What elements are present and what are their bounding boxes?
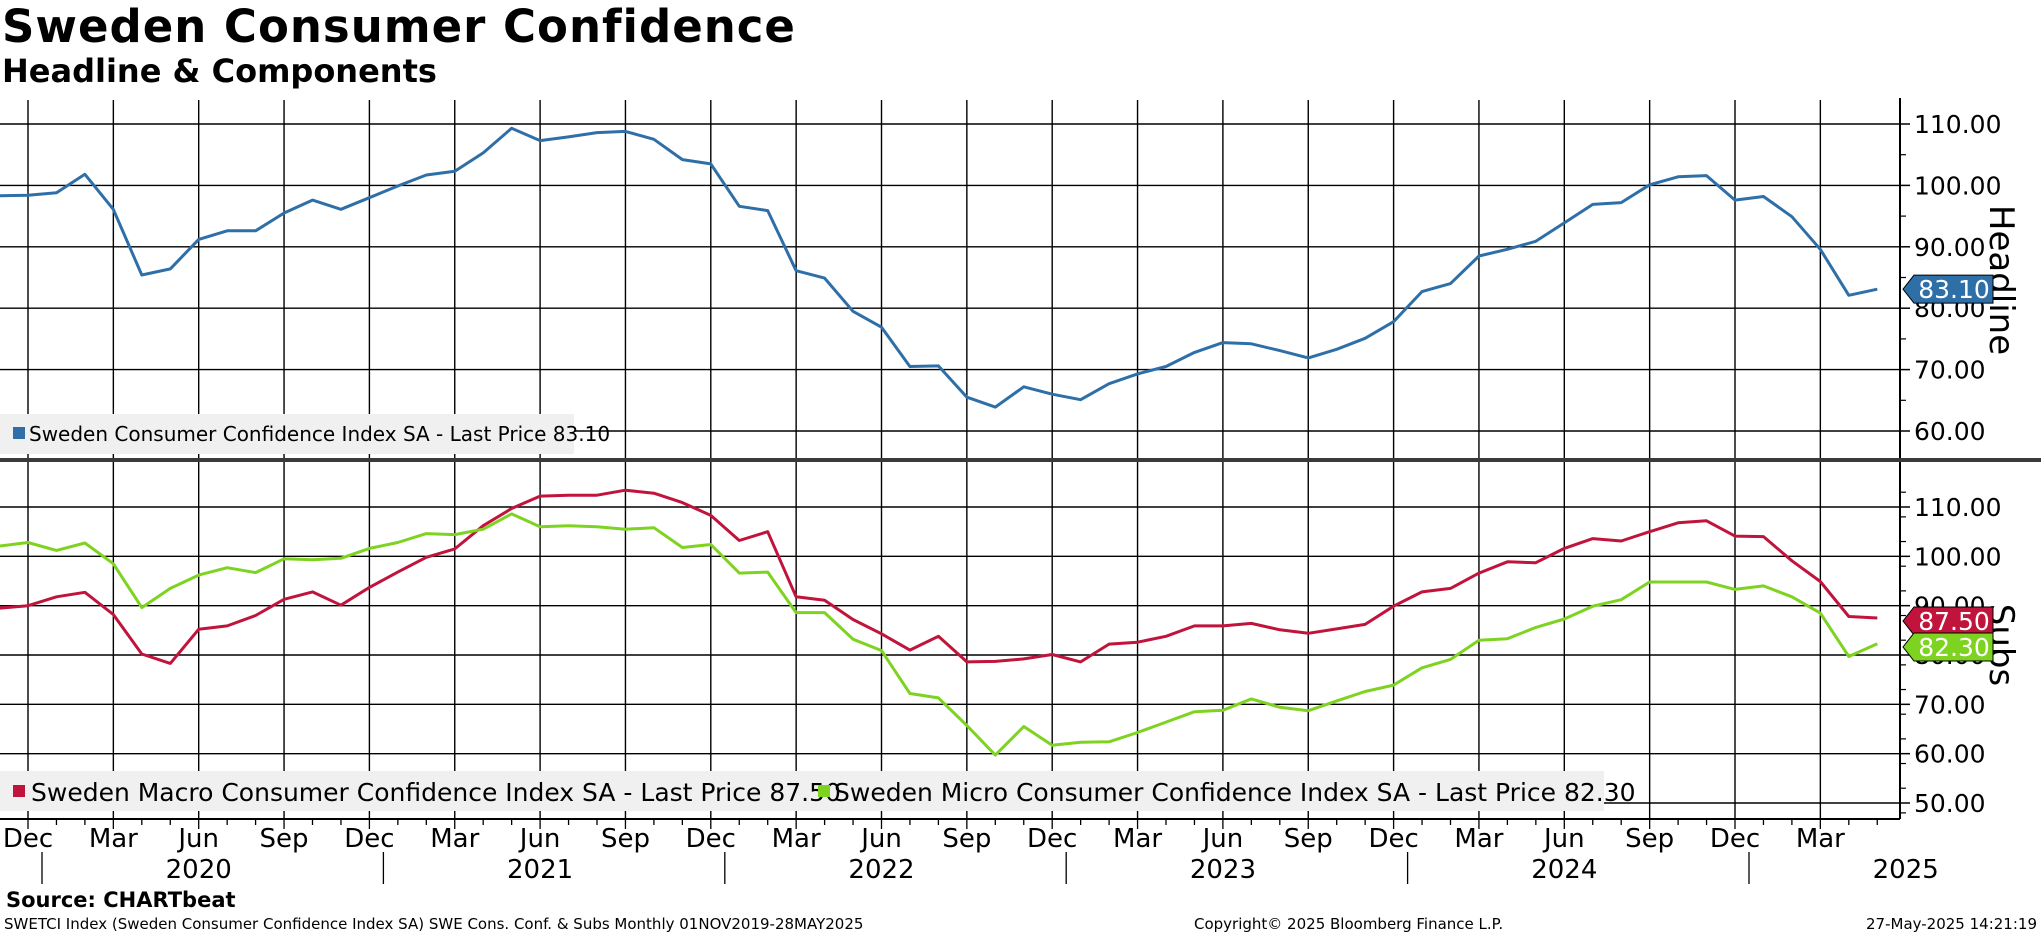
x-month-label: Sep bbox=[1625, 824, 1674, 854]
x-year-label: 2024 bbox=[1531, 855, 1597, 885]
last-price-flag: 82.30 bbox=[1902, 632, 1994, 662]
flag-shape bbox=[1902, 274, 1994, 304]
legend-label: Sweden Consumer Confidence Index SA - La… bbox=[29, 422, 610, 446]
flag-label: 83.10 bbox=[1918, 275, 1990, 304]
y-tick-label: 60.00 bbox=[1914, 417, 1986, 446]
footer-description: SWETCI Index (Sweden Consumer Confidence… bbox=[4, 915, 864, 933]
legend-background bbox=[0, 771, 1604, 811]
x-month-label: Jun bbox=[859, 824, 902, 854]
x-month-label: Jun bbox=[518, 824, 561, 854]
x-month-label: Dec bbox=[1368, 824, 1418, 854]
x-month-label: Mar bbox=[772, 824, 821, 854]
footer-timestamp: 27-May-2025 14:21:19 bbox=[1866, 915, 2037, 933]
x-month-label: Jun bbox=[1201, 824, 1244, 854]
y-tick-label: 70.00 bbox=[1914, 356, 1986, 385]
x-month-label: Sep bbox=[601, 824, 650, 854]
series-line-micro bbox=[0, 512, 1878, 757]
x-month-label: Mar bbox=[1113, 824, 1162, 854]
flag-label: 87.50 bbox=[1918, 607, 1990, 636]
flag-label: 82.30 bbox=[1918, 633, 1990, 662]
legend-background bbox=[0, 414, 574, 454]
y-tick-label: 90.00 bbox=[1914, 233, 1986, 262]
x-year-label: 2025 bbox=[1873, 855, 1939, 885]
legend-label: Sweden Micro Consumer Confidence Index S… bbox=[834, 778, 1636, 807]
x-month-label: Dec bbox=[686, 824, 736, 854]
y-tick-label: 110.00 bbox=[1914, 110, 2001, 139]
flag-shape bbox=[1902, 606, 1994, 636]
x-year-label: 2022 bbox=[848, 855, 914, 885]
x-month-label: Dec bbox=[1710, 824, 1760, 854]
x-month-label: Mar bbox=[1454, 824, 1503, 854]
source-label: Source: CHARTbeat bbox=[6, 888, 236, 912]
legend-swatch bbox=[818, 785, 830, 797]
footer-copyright: Copyright© 2025 Bloomberg Finance L.P. bbox=[1194, 915, 1504, 933]
x-month-label: Jun bbox=[176, 824, 219, 854]
x-month-label: Jun bbox=[1542, 824, 1585, 854]
x-year-label: 2021 bbox=[507, 855, 573, 885]
chart-title: Sweden Consumer Confidence bbox=[2, 0, 796, 53]
last-price-flag: 87.50 bbox=[1902, 606, 1994, 636]
x-month-label: Sep bbox=[260, 824, 309, 854]
x-month-label: Dec bbox=[1027, 824, 1077, 854]
series-line-macro bbox=[0, 488, 1878, 665]
last-price-flag: 83.10 bbox=[1902, 274, 1994, 304]
chart-subtitle: Headline & Components bbox=[2, 52, 437, 90]
legend-headline: Sweden Consumer Confidence Index SA - La… bbox=[0, 414, 610, 454]
x-month-label: Dec bbox=[344, 824, 394, 854]
flag-shape bbox=[1902, 632, 1994, 662]
y-tick-label: 70.00 bbox=[1914, 690, 1986, 719]
x-month-label: Dec bbox=[3, 824, 53, 854]
y-tick-label: 100.00 bbox=[1914, 542, 2001, 571]
legend-label: Sweden Macro Consumer Confidence Index S… bbox=[31, 778, 841, 807]
y-tick-label: 50.00 bbox=[1914, 789, 1986, 818]
x-month-label: Sep bbox=[1284, 824, 1333, 854]
series-line-headline bbox=[0, 126, 1878, 409]
x-year-label: 2023 bbox=[1190, 855, 1256, 885]
legend-subs: Sweden Macro Consumer Confidence Index S… bbox=[0, 771, 1636, 811]
y-tick-label: 60.00 bbox=[1914, 740, 1986, 769]
x-month-label: Sep bbox=[942, 824, 991, 854]
legend-swatch bbox=[13, 785, 25, 797]
legend-swatch bbox=[13, 427, 25, 439]
y-tick-label: 110.00 bbox=[1914, 493, 2001, 522]
y-tick-label: 100.00 bbox=[1914, 171, 2001, 200]
x-month-label: Mar bbox=[430, 824, 479, 854]
x-month-label: Mar bbox=[1796, 824, 1845, 854]
x-month-label: Mar bbox=[89, 824, 138, 854]
x-year-label: 2020 bbox=[166, 855, 232, 885]
